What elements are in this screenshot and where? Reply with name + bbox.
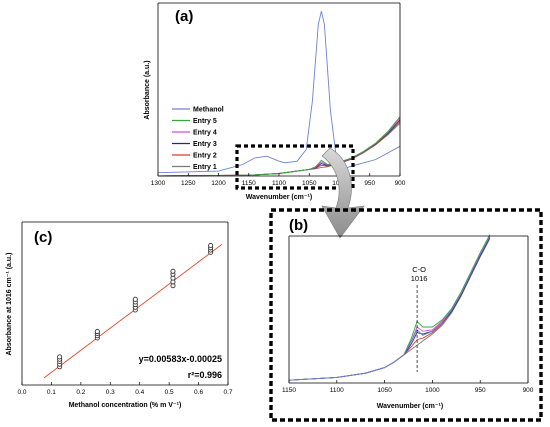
c-o-annotation-value: 1016 bbox=[411, 274, 428, 283]
b-x-tick-label: 1150 bbox=[282, 387, 296, 394]
panel-b-series-group bbox=[288, 234, 491, 381]
legend-label-entry-4: Entry 4 bbox=[193, 130, 217, 137]
c-x-tick-label: 0.1 bbox=[47, 389, 56, 396]
a-x-tick-label: 900 bbox=[395, 180, 406, 187]
a-series-methanol bbox=[157, 11, 401, 174]
panel-a: 1300125012001150110010501000950900 (a) W… bbox=[144, 2, 406, 201]
panel-a-plot-area bbox=[157, 11, 401, 177]
a-x-tick-label: 1250 bbox=[181, 180, 196, 187]
panel-c-points-group bbox=[57, 242, 214, 370]
b-series-methanol bbox=[288, 235, 491, 381]
panel-a-legend: Methanol Entry 5 Entry 4 Entry 3 Entry 2 Entr… bbox=[172, 107, 224, 171]
zoom-region-box bbox=[235, 144, 355, 190]
data-point bbox=[170, 268, 176, 274]
a-x-tick-label: 1150 bbox=[242, 180, 256, 187]
c-x-tick-label: 0.7 bbox=[223, 389, 232, 396]
c-x-tick-label: 0.6 bbox=[194, 389, 203, 396]
a-x-tick-label: 950 bbox=[364, 180, 375, 187]
fit-equation: y=0.00583x-0.00025 bbox=[139, 354, 222, 364]
c-x-tick-label: 0.4 bbox=[135, 389, 144, 396]
c-x-tick-label: 0.2 bbox=[76, 389, 85, 396]
panel-c-y-axis-label: Absorbance at 1016 cm⁻¹ (a.u.) bbox=[6, 253, 13, 356]
c-o-annotation-label: C-O bbox=[412, 265, 426, 274]
panel-c-x-axis-label: Methanol concentration (% m V⁻¹) bbox=[69, 402, 182, 409]
panel-b: 1150 1100 1050 1000 950 900 C-O 1016 (b) Wave… bbox=[269, 208, 543, 422]
panel-a-x-ticks: 1300125012001150110010501000950900 bbox=[151, 173, 406, 187]
panel-c: 0.0 0.1 0.2 0.3 0.4 0.5 0.6 0.7 (c) y=0.00583x-… bbox=[6, 221, 233, 409]
a-x-tick-label: 1100 bbox=[272, 180, 286, 187]
panel-b-x-ticks: 1150 1100 1050 1000 950 900 bbox=[282, 380, 534, 394]
b-series-entry-4 bbox=[288, 235, 491, 381]
panel-b-tag: (b) bbox=[289, 217, 308, 234]
c-x-tick-label: 0.3 bbox=[106, 389, 115, 396]
panel-a-series-group bbox=[157, 11, 401, 177]
legend-label-methanol: Methanol bbox=[193, 107, 224, 114]
c-x-tick-label: 0.0 bbox=[17, 389, 26, 396]
panel-a-tag: (a) bbox=[175, 8, 193, 25]
panel-b-x-axis-label: Wavenumber (cm⁻¹) bbox=[377, 403, 443, 410]
b-x-tick-label: 950 bbox=[475, 387, 486, 394]
b-series-entry-2 bbox=[288, 237, 491, 381]
zoom-arrow bbox=[321, 147, 365, 239]
data-point bbox=[132, 296, 138, 302]
b-x-tick-label: 1000 bbox=[425, 387, 440, 394]
data-point bbox=[208, 242, 214, 249]
panel-c-x-ticks: 0.0 0.1 0.2 0.3 0.4 0.5 0.6 0.7 bbox=[17, 382, 233, 396]
data-point bbox=[94, 329, 100, 335]
panel-a-y-axis-label: Absorbance (a.u.) bbox=[144, 60, 151, 119]
b-series-entry-3 bbox=[288, 237, 491, 381]
a-x-tick-label: 1300 bbox=[151, 180, 166, 187]
b-x-tick-label: 900 bbox=[523, 387, 534, 394]
panel-b-dashed-frame bbox=[269, 208, 543, 422]
b-x-tick-label: 1050 bbox=[377, 387, 392, 394]
fit-r-squared: r²=0.996 bbox=[188, 370, 222, 380]
panel-a-x-axis-label: Wavenumber (cm⁻¹) bbox=[246, 194, 312, 201]
a-x-tick-label: 1200 bbox=[211, 180, 226, 187]
legend-label-entry-3: Entry 3 bbox=[193, 141, 217, 148]
c-x-tick-label: 0.5 bbox=[165, 389, 174, 396]
b-series-entry-5 bbox=[288, 234, 491, 381]
a-x-tick-label: 1050 bbox=[302, 180, 317, 187]
data-point bbox=[57, 354, 63, 360]
legend-label-entry-2: Entry 2 bbox=[193, 153, 217, 160]
legend-label-entry-5: Entry 5 bbox=[193, 118, 217, 125]
b-series-entry-1 bbox=[288, 238, 491, 381]
legend-label-entry-1: Entry 1 bbox=[193, 164, 217, 171]
b-x-tick-label: 1100 bbox=[330, 387, 344, 394]
panel-c-tag: (c) bbox=[34, 229, 52, 246]
